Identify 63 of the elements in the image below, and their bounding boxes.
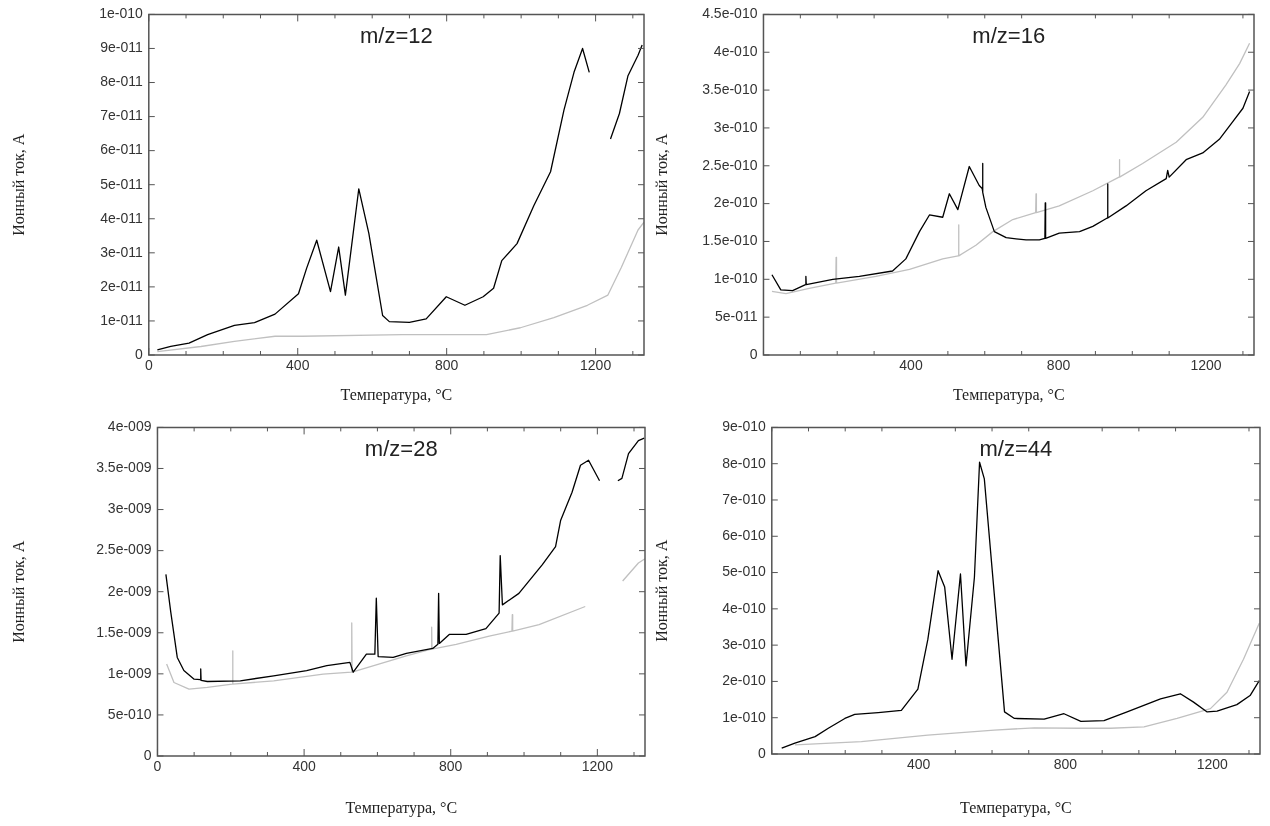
y-tick-label: 2e-009	[107, 582, 152, 599]
y-tick-label: 0	[135, 345, 143, 362]
y-tick-label: 3.5e-009	[96, 459, 152, 476]
y-tick-label: 7e-010	[722, 490, 767, 507]
x-axis-title: Температура, °C	[345, 798, 458, 817]
y-tick-label: 4e-010	[722, 599, 767, 616]
y-tick-label: 1.5e-009	[96, 623, 152, 640]
y-tick-label: 2e-010	[713, 194, 758, 211]
x-tick-label: 1200	[580, 357, 612, 374]
y-axis-title: Ионный ток, А	[652, 539, 670, 642]
y-tick-label: 3e-011	[100, 243, 143, 260]
y-axis-title: Ионный ток, А	[652, 133, 670, 236]
y-tick-label: 0	[758, 744, 766, 761]
y-tick-label: 1e-010	[722, 708, 767, 725]
y-axis-title: Ионный ток, А	[9, 133, 27, 236]
y-tick-label: 3e-009	[107, 500, 152, 517]
y-tick-label: 4e-009	[107, 418, 152, 435]
y-tick-label: 8e-010	[722, 454, 767, 471]
y-tick-label: 6e-011	[100, 141, 143, 158]
x-tick-label: 400	[899, 357, 923, 374]
y-tick-label: 2e-010	[722, 672, 767, 689]
x-axis-title: Температура, °C	[340, 385, 453, 404]
y-tick-label: 4e-010	[713, 43, 758, 60]
y-tick-label: 5e-011	[100, 175, 143, 192]
y-tick-label: 9e-010	[722, 418, 767, 435]
y-tick-label: 1e-011	[100, 311, 143, 328]
y-tick-label: 4.5e-010	[702, 5, 758, 22]
y-tick-label: 2e-011	[100, 277, 143, 294]
y-tick-label: 4e-011	[100, 209, 143, 226]
x-tick-label: 800	[434, 357, 459, 374]
chart-title: m/z=12	[360, 23, 433, 49]
x-tick-label: 1200	[1190, 357, 1222, 374]
y-axis-title: Ионный ток, А	[9, 540, 27, 643]
y-tick-label: 0	[749, 345, 758, 362]
chart-title: m/z=16	[972, 23, 1046, 49]
x-tick-label: 1200	[1196, 756, 1229, 773]
x-tick-label: 800	[439, 758, 463, 775]
chart-title: m/z=28	[364, 436, 438, 462]
x-axis-title: Температура, °C	[960, 798, 1072, 817]
y-tick-label: 2.5e-010	[702, 156, 758, 173]
x-tick-label: 400	[906, 756, 931, 773]
y-tick-label: 6e-010	[722, 527, 767, 544]
y-tick-label: 2.5e-009	[96, 541, 152, 558]
x-tick-label: 1200	[581, 758, 614, 775]
x-tick-label: 400	[286, 357, 310, 374]
y-tick-label: 3e-010	[722, 635, 767, 652]
y-tick-label: 3.5e-010	[702, 80, 758, 97]
x-tick-label: 400	[292, 758, 316, 775]
y-tick-label: 1.5e-010	[702, 232, 758, 249]
y-tick-label: 9e-011	[100, 39, 143, 56]
x-tick-label: 800	[1053, 756, 1078, 773]
y-tick-label: 3e-010	[713, 118, 758, 135]
y-tick-label: 1e-010	[713, 270, 758, 287]
chart-title: m/z=44	[979, 436, 1053, 462]
y-tick-label: 5e-010	[107, 705, 152, 722]
y-tick-label: 1e-009	[107, 664, 152, 681]
y-tick-label: 5e-010	[722, 563, 767, 580]
y-tick-label: 7e-011	[100, 107, 143, 124]
y-tick-label: 5e-011	[714, 308, 758, 325]
y-tick-label: 8e-011	[100, 73, 143, 90]
x-axis-title: Температура, °C	[952, 385, 1065, 404]
y-tick-label: 1e-010	[99, 5, 144, 22]
x-tick-label: 800	[1046, 357, 1071, 374]
